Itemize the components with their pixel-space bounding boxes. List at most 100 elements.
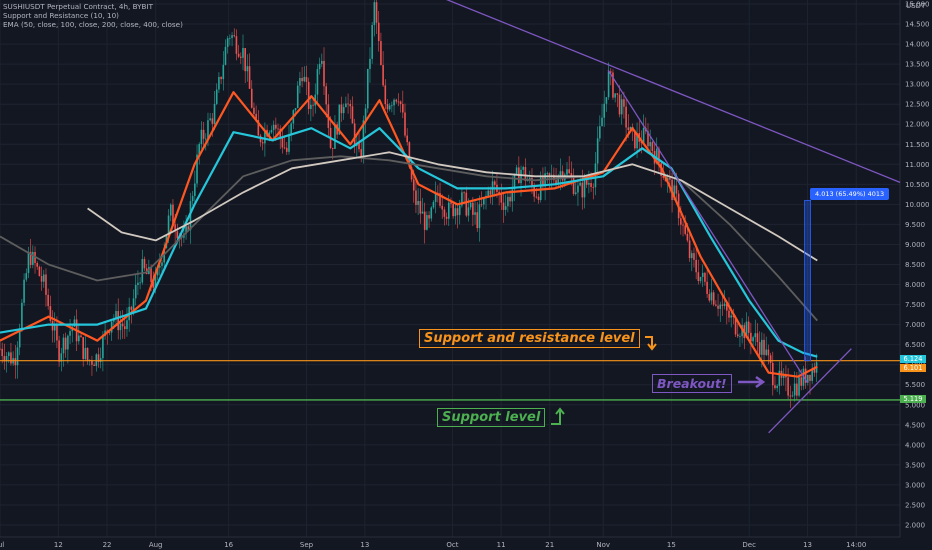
candle-body [233, 35, 236, 37]
candle-body [452, 203, 454, 217]
candle-body [513, 173, 516, 190]
y-tick-label: 7.000 [905, 321, 925, 329]
candle-body [715, 304, 717, 306]
candle-body [502, 202, 505, 210]
candle-body [375, 2, 378, 23]
candle-body [99, 358, 102, 362]
x-tick-label: 13 [803, 541, 812, 549]
candle-body [82, 337, 84, 360]
candle-body [782, 375, 785, 378]
candle-body [25, 273, 28, 280]
candle-body [620, 99, 623, 115]
candle-body [393, 99, 395, 106]
candle-body [360, 149, 363, 159]
candle-body [257, 120, 260, 136]
candle-body [49, 306, 52, 321]
candle-body [809, 374, 811, 381]
candle-body [307, 81, 310, 109]
candle-body [47, 294, 49, 307]
y-tick-label: 2.500 [905, 501, 925, 509]
y-tick-label: 8.500 [905, 261, 925, 269]
candle-body [614, 93, 616, 98]
candle-body [566, 169, 568, 175]
y-tick-label: 2.000 [905, 521, 925, 529]
candle-body [132, 298, 135, 310]
candle-body [774, 385, 776, 389]
candle-body [761, 339, 763, 355]
candle-body [804, 368, 807, 383]
candle-body [358, 142, 360, 150]
candle-body [483, 197, 485, 205]
candle-body [10, 352, 12, 364]
candle-body [93, 364, 95, 366]
candle-body [231, 35, 233, 38]
candle-body [349, 103, 352, 107]
candle-body [281, 138, 284, 148]
candle-body [123, 326, 126, 330]
candle-body [21, 302, 23, 330]
x-tick-label: 14:00 [846, 541, 866, 549]
candle-body [627, 127, 630, 130]
candle-body [410, 167, 413, 180]
candle-body [568, 169, 570, 174]
y-tick-label: 8.000 [905, 281, 925, 289]
candle-body [728, 310, 730, 318]
candle-body [778, 370, 781, 386]
candle-body [159, 265, 161, 268]
candle-body [443, 209, 446, 217]
candle-body [585, 179, 588, 185]
candle-body [187, 226, 190, 231]
candle-body [572, 177, 575, 194]
x-tick-label: Aug [149, 541, 163, 549]
candle-body [272, 124, 275, 131]
candle-body [1, 348, 3, 357]
candle-body [758, 342, 761, 355]
candle-body [169, 204, 172, 216]
candle-body [5, 356, 8, 362]
candle-body [312, 104, 314, 106]
candle-body [623, 99, 625, 107]
candle-body [117, 311, 120, 331]
candle-body [684, 225, 687, 234]
candle-body [695, 259, 697, 273]
candle-body [73, 319, 76, 327]
candle-body [673, 185, 676, 200]
candle-body [472, 202, 474, 215]
candle-body [739, 336, 741, 337]
candle-body [290, 123, 292, 135]
candle-body [785, 375, 787, 378]
y-tick-label: 15.000 [905, 1, 930, 9]
candle-body [574, 192, 577, 194]
candle-body [734, 317, 737, 335]
candle-body [798, 377, 800, 396]
candle-body [250, 88, 253, 108]
candle-body [432, 201, 435, 208]
candle-body [69, 331, 71, 336]
candle-body [500, 193, 503, 203]
candle-body [391, 105, 393, 107]
candle-body [80, 335, 82, 338]
candle-body [161, 262, 163, 266]
candle-body [347, 103, 349, 105]
candle-body [498, 191, 500, 194]
candle-body [255, 113, 257, 121]
x-tick-label: 16 [224, 541, 233, 549]
candle-body [599, 126, 601, 139]
candle-body [726, 303, 728, 311]
candle-body [318, 63, 321, 70]
candle-body [296, 85, 299, 108]
candle-body [618, 94, 621, 115]
candle-body [235, 36, 238, 54]
y-tick-label: 7.500 [905, 301, 925, 309]
trendline-2 [607, 69, 809, 384]
candle-body [113, 319, 115, 322]
candle-body [601, 117, 603, 127]
y-tick-label: 12.500 [905, 101, 930, 109]
candle-body [662, 175, 665, 178]
candle-body [776, 385, 778, 389]
candle-body [708, 293, 711, 301]
candle-body [200, 129, 203, 145]
ema-line-3 [0, 155, 818, 322]
